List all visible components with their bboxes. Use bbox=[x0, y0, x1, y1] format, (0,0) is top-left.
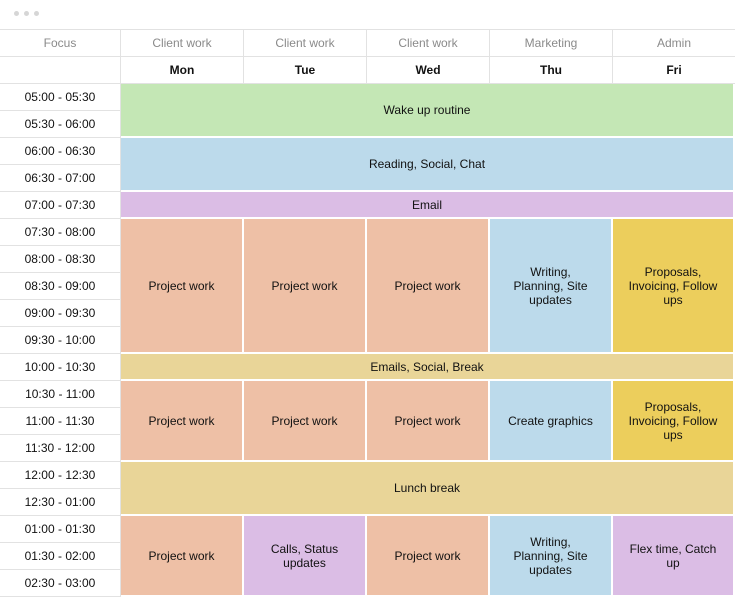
block-calls-tue[interactable]: Calls, Status updates bbox=[244, 516, 367, 597]
window-dot-icon[interactable] bbox=[34, 11, 39, 16]
block-create-graphics-thu[interactable]: Create graphics bbox=[490, 381, 613, 462]
time-slot: 12:30 - 01:00 bbox=[0, 489, 121, 516]
focus-tue: Client work bbox=[244, 30, 367, 57]
block-email[interactable]: Email bbox=[121, 192, 735, 219]
window-titlebar bbox=[0, 0, 735, 29]
time-slot: 05:30 - 06:00 bbox=[0, 111, 121, 138]
day-header-thu[interactable]: Thu bbox=[490, 57, 613, 84]
block-project-work-tue[interactable]: Project work bbox=[244, 219, 367, 354]
window-dot-icon[interactable] bbox=[14, 11, 19, 16]
time-slot: 08:00 - 08:30 bbox=[0, 246, 121, 273]
time-slot: 12:00 - 12:30 bbox=[0, 462, 121, 489]
day-header-fri[interactable]: Fri bbox=[613, 57, 735, 84]
time-slot: 11:00 - 11:30 bbox=[0, 408, 121, 435]
block-flex-time-fri[interactable]: Flex time, Catch up bbox=[613, 516, 735, 597]
weekly-schedule-grid: Focus Client work Client work Client wor… bbox=[0, 29, 735, 598]
window-dot-icon[interactable] bbox=[24, 11, 29, 16]
focus-wed: Client work bbox=[367, 30, 490, 57]
time-slot: 02:30 - 03:00 bbox=[0, 570, 121, 597]
time-slot: 01:00 - 01:30 bbox=[0, 516, 121, 543]
block-project-work-wed[interactable]: Project work bbox=[367, 381, 490, 462]
block-project-work-wed[interactable]: Project work bbox=[367, 219, 490, 354]
day-header-mon[interactable]: Mon bbox=[121, 57, 244, 84]
block-wake-up-routine[interactable]: Wake up routine bbox=[121, 84, 735, 138]
time-slot: 10:00 - 10:30 bbox=[0, 354, 121, 381]
day-header-wed[interactable]: Wed bbox=[367, 57, 490, 84]
time-slot: 06:00 - 06:30 bbox=[0, 138, 121, 165]
focus-fri: Admin bbox=[613, 30, 735, 57]
time-slot: 06:30 - 07:00 bbox=[0, 165, 121, 192]
focus-thu: Marketing bbox=[490, 30, 613, 57]
block-writing-thu[interactable]: Writing, Planning, Site updates bbox=[490, 219, 613, 354]
time-slot: 11:30 - 12:00 bbox=[0, 435, 121, 462]
block-project-work-tue[interactable]: Project work bbox=[244, 381, 367, 462]
time-slot: 07:30 - 08:00 bbox=[0, 219, 121, 246]
time-slot: 05:00 - 05:30 bbox=[0, 84, 121, 111]
block-project-work-mon[interactable]: Project work bbox=[121, 381, 244, 462]
time-slot: 08:30 - 09:00 bbox=[0, 273, 121, 300]
block-project-work-wed[interactable]: Project work bbox=[367, 516, 490, 597]
block-proposals-fri[interactable]: Proposals, Invoicing, Follow ups bbox=[613, 381, 735, 462]
block-emails-social-break[interactable]: Emails, Social, Break bbox=[121, 354, 735, 381]
block-lunch-break[interactable]: Lunch break bbox=[121, 462, 735, 516]
focus-header: Focus bbox=[0, 30, 121, 57]
corner-cell bbox=[0, 57, 121, 84]
time-slot: 10:30 - 11:00 bbox=[0, 381, 121, 408]
time-slot: 09:00 - 09:30 bbox=[0, 300, 121, 327]
block-project-work-mon[interactable]: Project work bbox=[121, 516, 244, 597]
day-header-tue[interactable]: Tue bbox=[244, 57, 367, 84]
time-slot: 01:30 - 02:00 bbox=[0, 543, 121, 570]
block-project-work-mon[interactable]: Project work bbox=[121, 219, 244, 354]
time-slot: 07:00 - 07:30 bbox=[0, 192, 121, 219]
block-reading-social-chat[interactable]: Reading, Social, Chat bbox=[121, 138, 735, 192]
block-writing-thu[interactable]: Writing, Planning, Site updates bbox=[490, 516, 613, 597]
time-slot: 09:30 - 10:00 bbox=[0, 327, 121, 354]
focus-mon: Client work bbox=[121, 30, 244, 57]
block-proposals-fri[interactable]: Proposals, Invoicing, Follow ups bbox=[613, 219, 735, 354]
